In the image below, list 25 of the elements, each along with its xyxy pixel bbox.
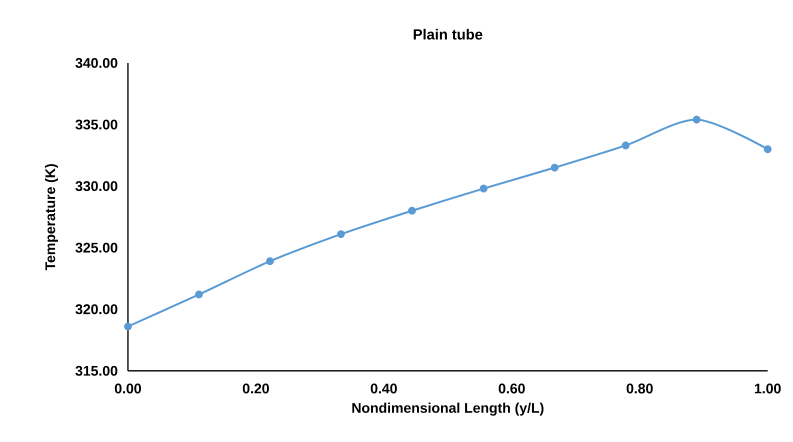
point (408, 206, 416, 215)
point (124, 322, 132, 331)
x-axis-title: Nondimensional Length (y/L) (352, 402, 544, 416)
y-tick-label: 335.00 (75, 120, 118, 130)
x-tick-label: 0.00 (114, 384, 141, 394)
x-tick-label: 1.00 (754, 384, 781, 394)
y-tick-label: 340.00 (75, 58, 118, 68)
point (550, 164, 559, 172)
x-tick-label: 0.60 (498, 384, 525, 394)
chart-title: Plain tube (414, 28, 482, 40)
point (480, 184, 488, 193)
x-tick-label: 0.20 (242, 384, 269, 394)
point (692, 116, 701, 124)
point (337, 230, 345, 238)
point (622, 142, 630, 150)
y-tick-label: 315.00 (75, 366, 118, 376)
point (266, 257, 274, 266)
y-tick-label: 325.00 (75, 242, 118, 253)
point (764, 145, 772, 154)
y-tick-label: 330.00 (75, 181, 118, 192)
x-tick-label: 0.40 (370, 384, 397, 394)
y-tick-label: 320.00 (75, 304, 118, 314)
point (195, 290, 203, 298)
y-axis-title: Temperature (K) (44, 164, 58, 270)
x-tick-label: 0.80 (626, 384, 653, 394)
